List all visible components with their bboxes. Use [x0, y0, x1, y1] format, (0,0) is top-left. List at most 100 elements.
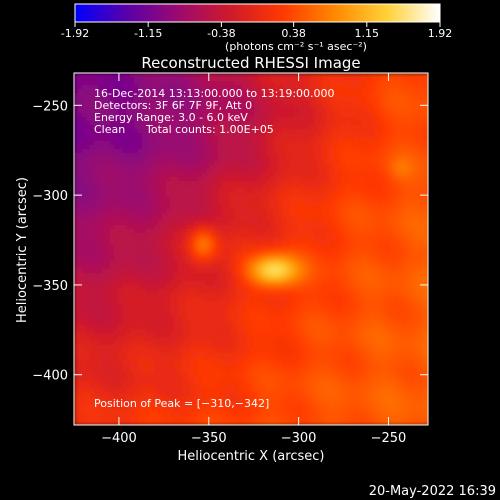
heatmap-cell [402, 173, 407, 178]
heatmap-cell [270, 173, 275, 178]
heatmap-cell [186, 157, 191, 162]
heatmap-cell [142, 77, 147, 82]
heatmap-cell [382, 249, 387, 254]
heatmap-cell [314, 293, 319, 298]
heatmap-cell [254, 201, 259, 206]
heatmap-cell [178, 121, 183, 126]
heatmap-cell [394, 193, 399, 198]
heatmap-cell [106, 281, 111, 286]
heatmap-cell [90, 217, 95, 222]
heatmap-cell [78, 97, 83, 102]
heatmap-cell [374, 153, 379, 158]
heatmap-cell [366, 125, 371, 130]
heatmap-cell [310, 177, 315, 182]
heatmap-cell [366, 85, 371, 90]
heatmap-cell [82, 149, 87, 154]
heatmap-cell [382, 293, 387, 298]
heatmap-cell [134, 133, 139, 138]
heatmap-cell [206, 113, 211, 118]
heatmap-cell [226, 109, 231, 114]
heatmap-cell [230, 285, 235, 290]
heatmap-cell [198, 209, 203, 214]
heatmap-cell [142, 173, 147, 178]
heatmap-cell [106, 245, 111, 250]
heatmap-cell [330, 229, 335, 234]
heatmap-cell [90, 225, 95, 230]
heatmap-cell [362, 141, 367, 146]
heatmap-cell [250, 265, 255, 270]
heatmap-cell [138, 141, 143, 146]
heatmap-cell [150, 209, 155, 214]
heatmap-cell [138, 169, 143, 174]
heatmap-cell [406, 105, 411, 110]
heatmap-cell [318, 185, 323, 190]
heatmap-cell [126, 169, 131, 174]
heatmap-cell [322, 81, 327, 86]
heatmap-cell [90, 261, 95, 266]
heatmap-cell [310, 225, 315, 230]
heatmap-cell [350, 289, 355, 294]
heatmap-cell [286, 113, 291, 118]
heatmap-cell [138, 93, 143, 98]
heatmap-cell [378, 169, 383, 174]
heatmap-cell [98, 273, 103, 278]
heatmap-cell [154, 213, 159, 218]
heatmap-cell [162, 109, 167, 114]
heatmap-cell [166, 257, 171, 262]
heatmap-cell [386, 197, 391, 202]
heatmap-cell [254, 241, 259, 246]
heatmap-cell [286, 257, 291, 262]
heatmap-cell [194, 89, 199, 94]
heatmap-cell [202, 289, 207, 294]
heatmap-cell [318, 253, 323, 258]
heatmap-cell [234, 261, 239, 266]
heatmap-cell [154, 245, 159, 250]
heatmap-cell [398, 161, 403, 166]
heatmap-cell [290, 237, 295, 242]
heatmap-cell [230, 129, 235, 134]
heatmap-cell [74, 105, 79, 110]
heatmap-cell [78, 217, 83, 222]
heatmap-cell [302, 213, 307, 218]
heatmap-cell [166, 285, 171, 290]
heatmap-cell [234, 145, 239, 150]
heatmap-cell [286, 289, 291, 294]
heatmap-cell [402, 217, 407, 222]
heatmap-cell [354, 177, 359, 182]
heatmap-cell [130, 193, 135, 198]
heatmap-cell [106, 149, 111, 154]
heatmap-cell [158, 189, 163, 194]
heatmap-cell [86, 221, 91, 226]
heatmap-cell [406, 185, 411, 190]
heatmap-cell [102, 253, 107, 258]
heatmap-cell [346, 93, 351, 98]
heatmap-cell [278, 189, 283, 194]
heatmap-cell [118, 189, 123, 194]
heatmap-cell [282, 225, 287, 230]
heatmap-cell [390, 113, 395, 118]
heatmap-cell [142, 73, 147, 78]
heatmap-cell [186, 77, 191, 82]
heatmap-cell [122, 221, 127, 226]
heatmap-cell [234, 73, 239, 78]
heatmap-cell [410, 257, 415, 262]
heatmap-cell [106, 269, 111, 274]
heatmap-cell [190, 249, 195, 254]
heatmap-cell [190, 237, 195, 242]
heatmap-cell [106, 161, 111, 166]
heatmap-cell [414, 73, 419, 78]
heatmap-cell [186, 85, 191, 90]
heatmap-cell [422, 85, 427, 90]
heatmap-cell [326, 217, 331, 222]
heatmap-cell [146, 93, 151, 98]
heatmap-cell [86, 185, 91, 190]
heatmap-cell [350, 269, 355, 274]
heatmap-cell [362, 153, 367, 158]
heatmap-cell [386, 161, 391, 166]
heatmap-cell [422, 289, 427, 294]
heatmap-cell [306, 85, 311, 90]
heatmap-cell [258, 157, 263, 162]
heatmap-cell [314, 169, 319, 174]
heatmap-cell [210, 169, 215, 174]
heatmap-cell [314, 225, 319, 230]
